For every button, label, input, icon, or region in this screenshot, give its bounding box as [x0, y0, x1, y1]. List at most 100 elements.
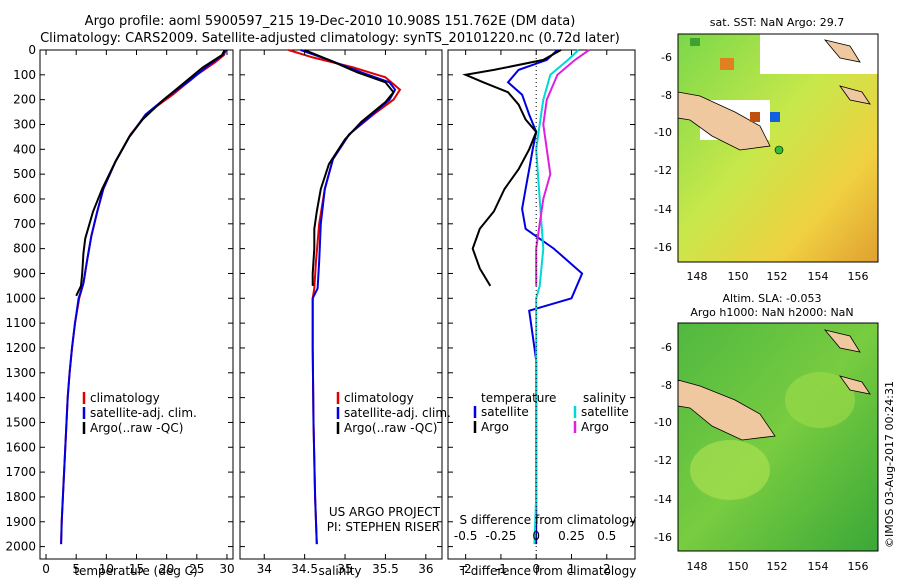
- sst-anomaly-cell: [690, 38, 700, 46]
- x-tick-label: 36: [418, 562, 433, 576]
- legend-label-satellite: satellite-adj. clim.: [90, 406, 197, 420]
- temperature-series: [60, 49, 227, 545]
- svg-text:156: 156: [848, 270, 869, 283]
- svg-text:-16: -16: [654, 531, 672, 544]
- legend-label-t-argo: Argo: [481, 420, 509, 434]
- sla-map-frame: [677, 322, 879, 552]
- new-guinea-land: [677, 379, 776, 441]
- x-tick-label: -1: [495, 562, 507, 576]
- y-tick-label: 500: [13, 167, 36, 181]
- y-tick-label: 1800: [5, 490, 36, 504]
- svg-text:-14: -14: [654, 203, 672, 216]
- y-tick-label: 0: [28, 43, 36, 57]
- svg-text:156: 156: [848, 560, 869, 573]
- y-tick-label: 1300: [5, 366, 36, 380]
- svg-text:150: 150: [728, 560, 749, 573]
- y-tick-label: 700: [13, 217, 36, 231]
- difference-xlabel: T difference from climatology: [459, 564, 637, 578]
- x-tick-label: -2: [460, 562, 472, 576]
- y-tick-label: 200: [13, 93, 36, 107]
- series-line-argo-raw-qc-: [75, 49, 226, 297]
- x2-tick-label: 0.25: [558, 529, 585, 543]
- x-tick-label: 1: [568, 562, 576, 576]
- legend-title-salinity: salinity: [583, 391, 626, 405]
- sla-map: [677, 322, 879, 552]
- x-tick-label: 15: [129, 562, 144, 576]
- series-line-climatology: [60, 49, 227, 545]
- sla-map-subtitle: Argo h1000: NaN h2000: NaN: [690, 306, 853, 319]
- y-tick-label: 1600: [5, 440, 36, 454]
- legend-label-argo: Argo(..raw -QC): [344, 421, 437, 435]
- series-line-s-argo: [535, 49, 590, 286]
- island-land: [839, 375, 871, 395]
- sla-field: [690, 440, 770, 500]
- svg-text:-12: -12: [654, 164, 672, 177]
- series-line-satellite-adj-clim-: [60, 49, 227, 545]
- salinity-axes: [239, 49, 443, 560]
- y-tick-label: 1000: [5, 291, 36, 305]
- series-line-t-argo: [462, 49, 562, 287]
- y-tick-label: 400: [13, 142, 36, 156]
- x-tick-label: 30: [219, 562, 234, 576]
- sst-map: [677, 33, 879, 263]
- y-tick-label: 1400: [5, 391, 36, 405]
- legend-label-s-satellite: satellite: [581, 405, 629, 419]
- svg-text:-6: -6: [661, 51, 672, 64]
- y-tick-label: 800: [13, 242, 36, 256]
- svg-text:152: 152: [767, 270, 788, 283]
- x-tick-label: 0: [42, 562, 50, 576]
- x-tick-label: 2: [603, 562, 611, 576]
- sst-anomaly-cell: [750, 112, 760, 122]
- difference-legend: temperature salinity satellite Argo sate…: [473, 391, 629, 434]
- sla-yticks: -6 -8 -10 -12 -14 -16: [654, 341, 672, 544]
- x-tick-label: 35: [337, 562, 352, 576]
- y-tick-label: 1500: [5, 415, 36, 429]
- svg-text:-14: -14: [654, 493, 672, 506]
- x2-tick-label: -0.25: [485, 529, 516, 543]
- salinity-series: [288, 49, 402, 545]
- y-tick-label: 1700: [5, 465, 36, 479]
- x-tick-label: 10: [99, 562, 114, 576]
- y-tick-label: 900: [13, 266, 36, 280]
- island-land: [823, 329, 861, 353]
- series-line-climatology: [288, 49, 402, 545]
- difference-series: [462, 49, 590, 545]
- series-line-t-satellite: [506, 49, 584, 545]
- svg-text:148: 148: [687, 560, 708, 573]
- x-tick-label: 5: [72, 562, 80, 576]
- y-tick-label: 1100: [5, 316, 36, 330]
- legend-label-argo: Argo(..raw -QC): [90, 421, 183, 435]
- argo-float-marker: [774, 145, 784, 155]
- imos-credit: ©IMOS 03-Aug-2017 00:24:31: [883, 381, 896, 548]
- x2-tick-label: 0: [532, 529, 540, 543]
- svg-text:-16: -16: [654, 241, 672, 254]
- legend-title-temperature: temperature: [481, 391, 556, 405]
- sst-map-frame: [677, 33, 879, 263]
- plot-title-line2: Climatology: CARS2009. Satellite-adjuste…: [40, 31, 620, 46]
- sla-field: [785, 372, 855, 428]
- svg-text:154: 154: [808, 560, 829, 573]
- y-tick-label: 1900: [5, 515, 36, 529]
- svg-text:-8: -8: [661, 89, 672, 102]
- difference-axes: [447, 49, 636, 560]
- plot-title-line1: Argo profile: aoml 5900597_215 19-Dec-20…: [85, 14, 576, 29]
- new-guinea-land: [677, 91, 771, 151]
- sst-missing-data: [760, 34, 878, 74]
- legend-label-s-argo: Argo: [581, 420, 609, 434]
- legend-label-t-satellite: satellite: [481, 405, 529, 419]
- y-tick-label: 600: [13, 192, 36, 206]
- axis-ticks: 0 5 10 15 20 25 300100200300400500600700800900…: [5, 43, 635, 576]
- x-tick-label: 0: [532, 562, 540, 576]
- pi-annotation: PI: STEPHEN RISER: [327, 520, 440, 534]
- sst-xticks: 148 150 152 154 156: [687, 270, 869, 283]
- sla-map-title: Altim. SLA: -0.053: [722, 292, 821, 305]
- series-line-argo-raw-qc-: [304, 49, 395, 286]
- sst-yticks: -6 -8 -10 -12 -14 -16: [654, 51, 672, 254]
- svg-text:154: 154: [808, 270, 829, 283]
- island-land: [839, 85, 871, 105]
- sst-anomaly-cell: [720, 58, 734, 70]
- svg-text:-10: -10: [654, 416, 672, 429]
- legend-label-climatology: climatology: [90, 391, 160, 405]
- island-land: [823, 39, 861, 63]
